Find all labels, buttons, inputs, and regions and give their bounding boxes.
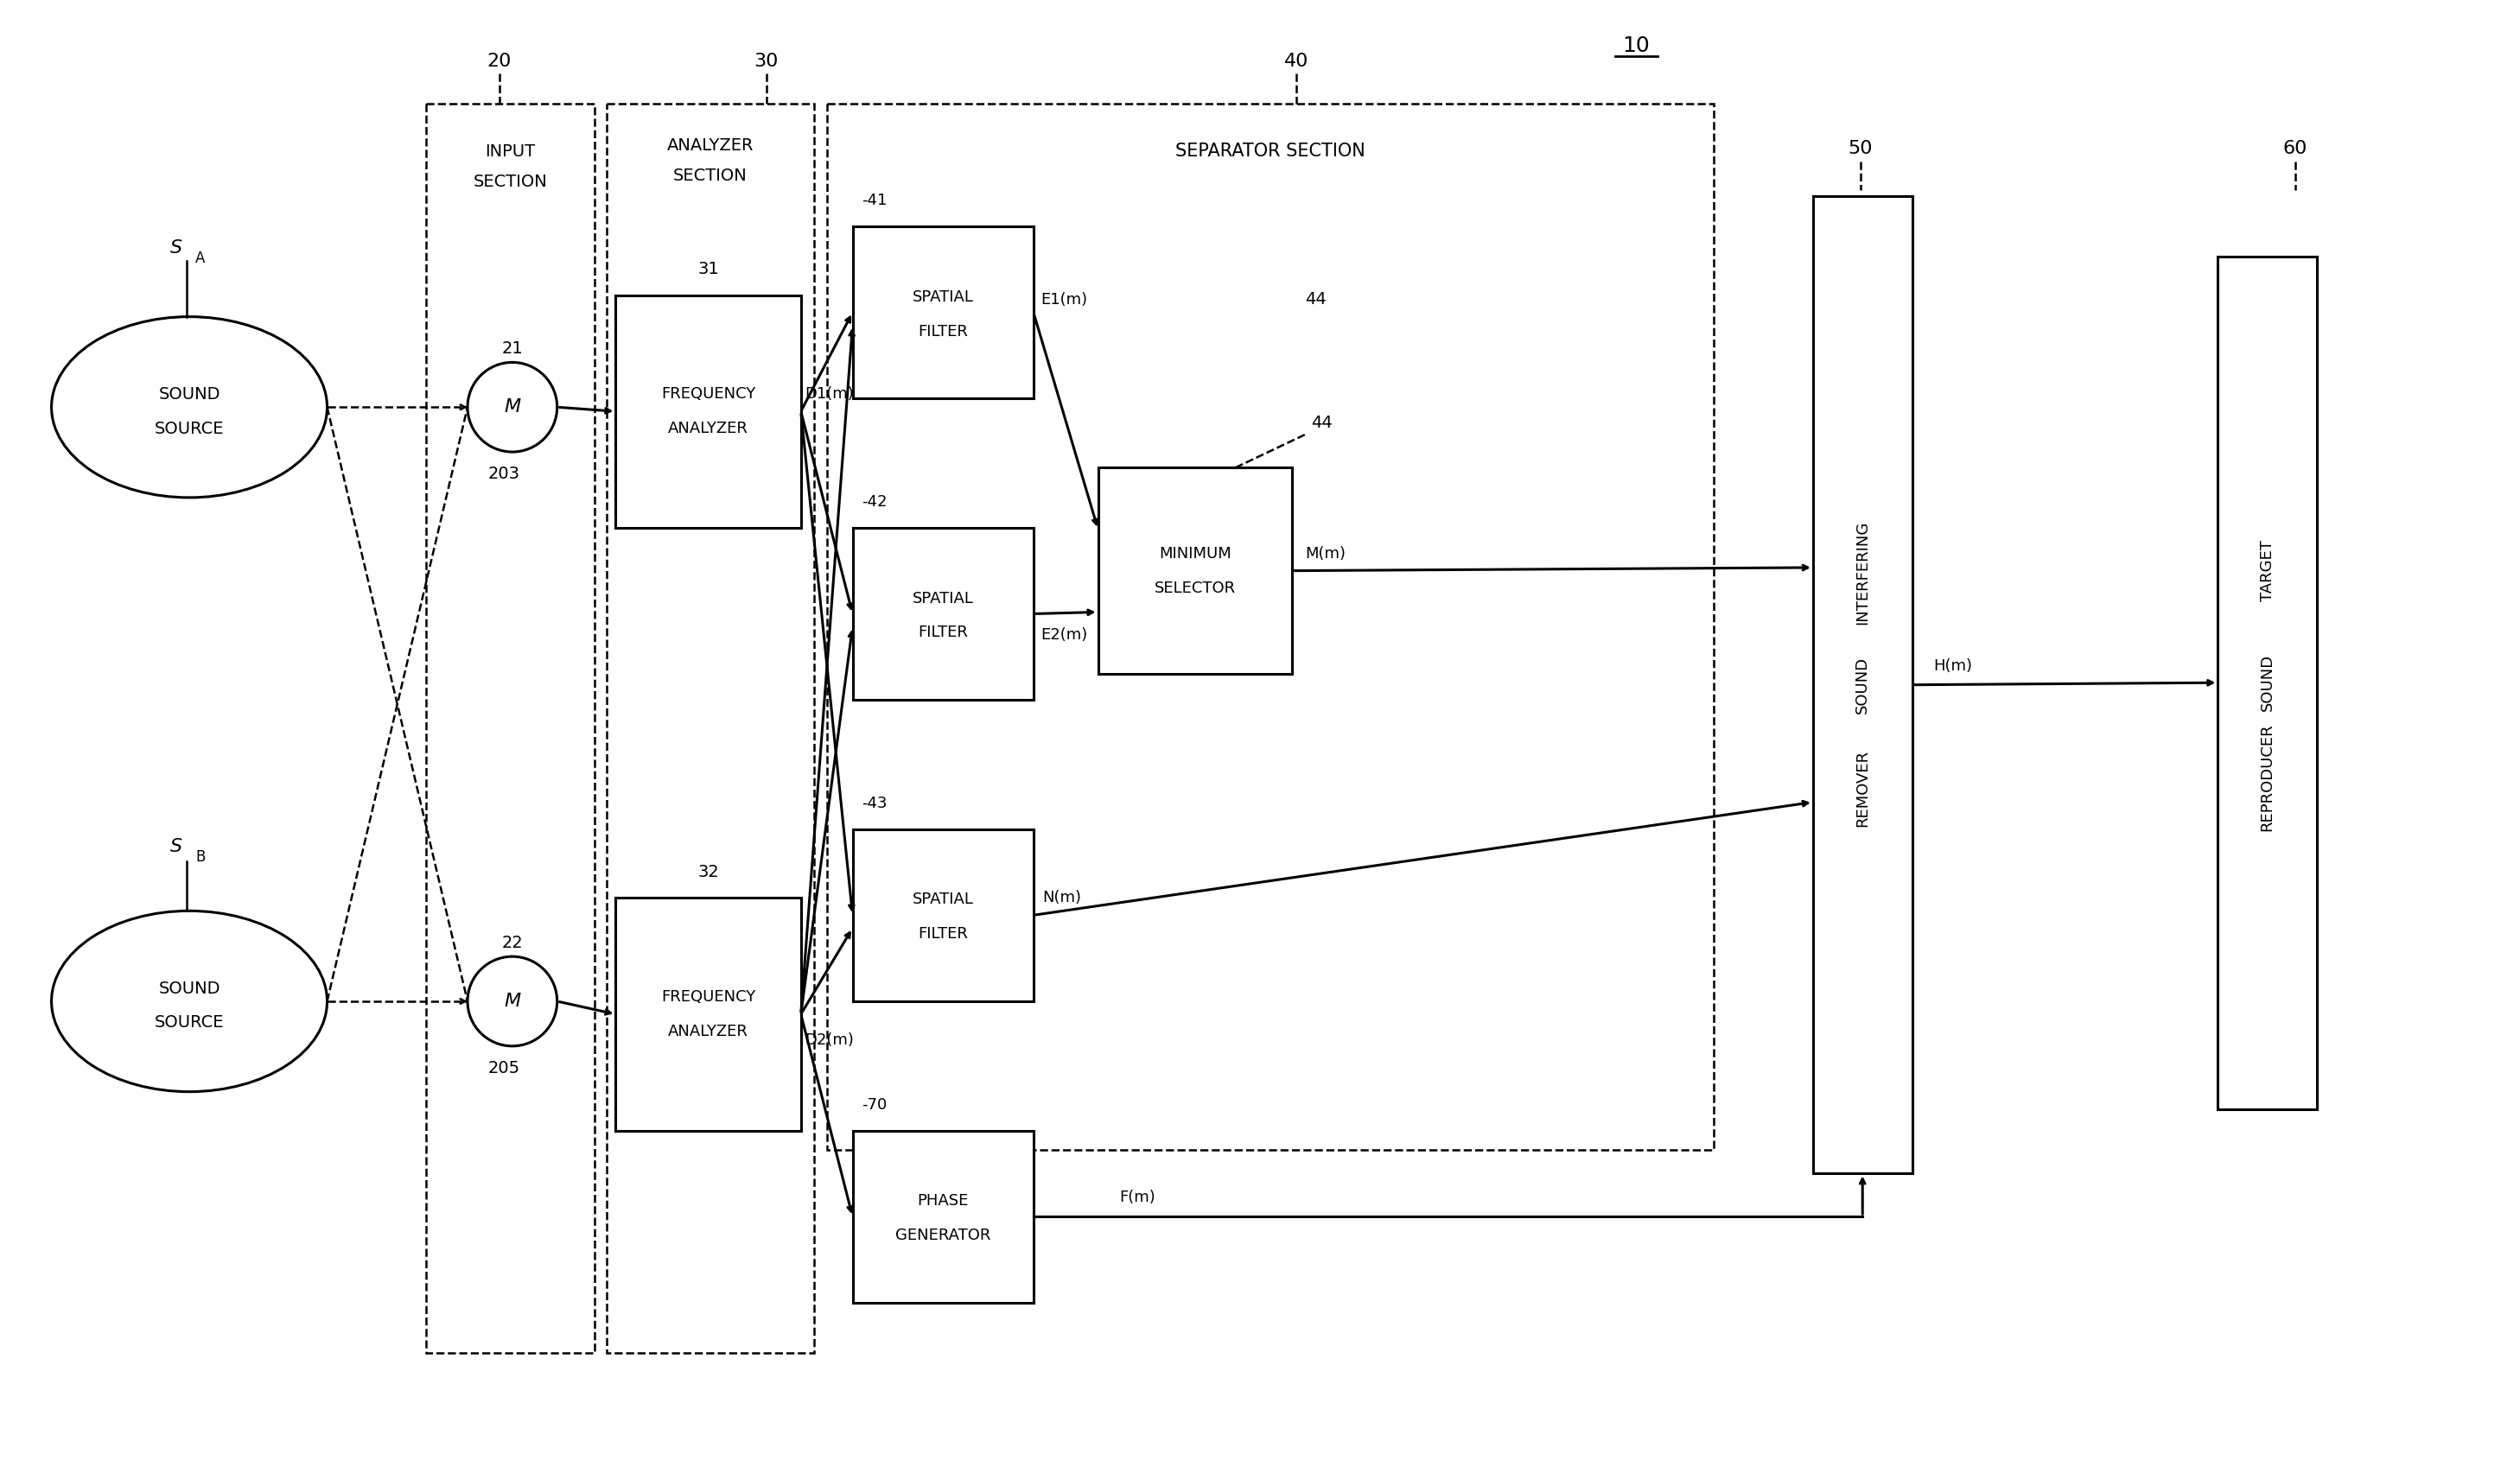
Text: FREQUENCY: FREQUENCY	[660, 990, 756, 1005]
Text: INTERFERING: INTERFERING	[1855, 521, 1870, 625]
Text: M: M	[504, 993, 522, 1010]
Bar	[426, 105, 595, 1352]
Text: SOUND: SOUND	[159, 980, 219, 997]
Text: ANALYZER: ANALYZER	[668, 421, 748, 436]
Text: FILTER: FILTER	[917, 927, 968, 941]
Text: ANALYZER: ANALYZER	[668, 1024, 748, 1040]
Text: E2(m): E2(m)	[1041, 627, 1086, 644]
Text: SPATIAL: SPATIAL	[912, 893, 973, 907]
Text: 31: 31	[698, 261, 718, 277]
Text: F(m): F(m)	[1119, 1190, 1157, 1205]
Text: SOURCE: SOURCE	[154, 1015, 224, 1031]
Text: -43: -43	[862, 795, 887, 812]
Bar	[2218, 256, 2316, 1109]
Bar	[615, 295, 801, 527]
Text: INPUT: INPUT	[484, 143, 534, 159]
Text: SECTION: SECTION	[474, 174, 547, 190]
Text: M(m): M(m)	[1305, 545, 1346, 561]
Text: S: S	[171, 838, 181, 854]
Text: 21: 21	[501, 340, 524, 356]
Text: SOUND: SOUND	[2260, 654, 2276, 711]
Bar	[615, 899, 801, 1130]
Text: FILTER: FILTER	[917, 324, 968, 339]
Text: SEPARATOR SECTION: SEPARATOR SECTION	[1174, 143, 1366, 161]
Text: SOUND: SOUND	[159, 386, 219, 402]
Bar	[1099, 467, 1293, 675]
Bar	[852, 527, 1033, 700]
Text: 44: 44	[1310, 414, 1333, 430]
Text: SOUND: SOUND	[1855, 657, 1870, 713]
Text: -42: -42	[862, 493, 887, 510]
Text: A: A	[197, 250, 207, 267]
Text: REMOVER: REMOVER	[1855, 750, 1870, 826]
Text: SPATIAL: SPATIAL	[912, 289, 973, 305]
Text: 50: 50	[1847, 140, 1872, 158]
Text: 203: 203	[489, 465, 519, 483]
Text: 20: 20	[486, 53, 512, 69]
Text: -70: -70	[862, 1097, 887, 1112]
Bar	[852, 1130, 1033, 1302]
Text: SECTION: SECTION	[673, 168, 748, 184]
Bar	[852, 227, 1033, 399]
Text: REPRODUCER: REPRODUCER	[2260, 723, 2276, 831]
Text: 44: 44	[1305, 292, 1326, 308]
Text: 22: 22	[501, 934, 524, 952]
Text: PHASE: PHASE	[917, 1193, 968, 1209]
Text: D2(m): D2(m)	[806, 1033, 854, 1047]
Ellipse shape	[50, 317, 328, 498]
Text: H(m): H(m)	[1933, 658, 1973, 673]
Text: FREQUENCY: FREQUENCY	[660, 386, 756, 402]
Circle shape	[469, 362, 557, 452]
Text: 32: 32	[698, 865, 718, 881]
Text: SELECTOR: SELECTOR	[1154, 580, 1235, 595]
Text: 10: 10	[1623, 35, 1651, 56]
Text: B: B	[197, 848, 207, 865]
Text: N(m): N(m)	[1043, 890, 1081, 906]
Text: -41: -41	[862, 193, 887, 208]
Ellipse shape	[50, 910, 328, 1091]
Text: E1(m): E1(m)	[1041, 292, 1086, 308]
Text: S: S	[171, 239, 181, 256]
Bar	[1812, 196, 1913, 1174]
Text: M: M	[504, 399, 522, 415]
Text: 205: 205	[489, 1061, 519, 1077]
Circle shape	[469, 956, 557, 1046]
Text: FILTER: FILTER	[917, 625, 968, 641]
Text: D1(m): D1(m)	[806, 386, 854, 402]
Text: ANALYZER: ANALYZER	[668, 137, 753, 153]
Bar	[827, 105, 1714, 1150]
Text: GENERATOR: GENERATOR	[895, 1227, 990, 1243]
Bar	[607, 105, 814, 1352]
Text: 30: 30	[753, 53, 779, 69]
Text: MINIMUM: MINIMUM	[1159, 545, 1232, 561]
Text: TARGET: TARGET	[2260, 541, 2276, 601]
Text: SOURCE: SOURCE	[154, 420, 224, 437]
Text: 40: 40	[1283, 53, 1308, 69]
Bar	[852, 829, 1033, 1002]
Text: SPATIAL: SPATIAL	[912, 591, 973, 605]
Text: 60: 60	[2283, 140, 2308, 158]
